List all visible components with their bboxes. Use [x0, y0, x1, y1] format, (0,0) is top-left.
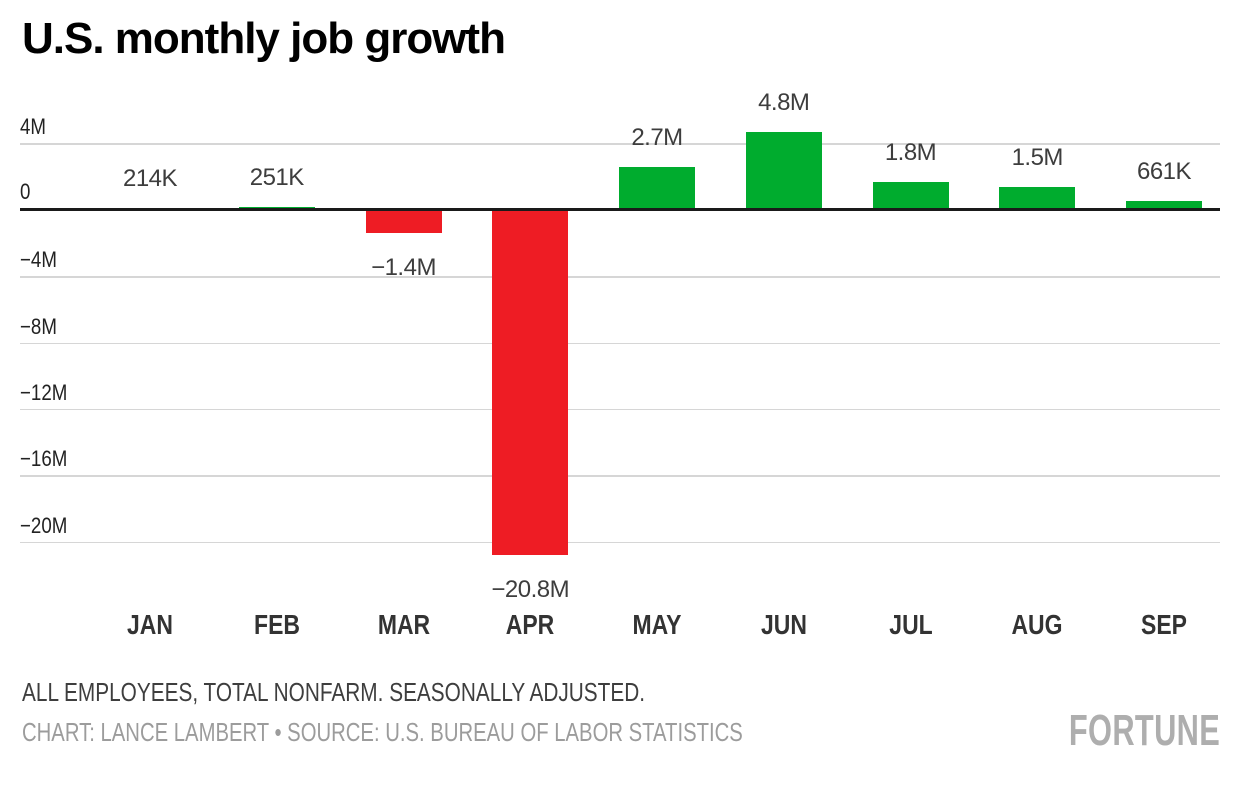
x-tick-feb: FEB — [253, 609, 300, 640]
fortune-logo: FORTUNE — [1068, 706, 1220, 755]
x-tick-may: MAY — [632, 609, 682, 640]
bar-aug — [999, 186, 1076, 212]
bar-mar — [365, 209, 442, 233]
gridline-12m — [20, 409, 1220, 411]
gridline-4m — [20, 143, 1220, 145]
value-label-jun: 4.8M — [758, 88, 810, 116]
x-tick-mar: MAR — [377, 609, 430, 640]
y-tick-4m: −4M — [20, 247, 57, 273]
chart-credit: CHART: LANCE LAMBERT • SOURCE: U.S. BURE… — [22, 717, 743, 747]
bar-may — [619, 166, 695, 212]
x-tick-sep: SEP — [1141, 609, 1187, 640]
y-tick-20m: −20M — [20, 512, 68, 538]
gridline-16m — [20, 475, 1220, 477]
x-tick-aug: AUG — [1011, 609, 1063, 640]
chart-note: ALL EMPLOYEES, TOTAL NONFARM. SEASONALLY… — [22, 677, 646, 707]
x-tick-jun: JUN — [760, 609, 807, 640]
value-label-jul: 1.8M — [884, 138, 937, 166]
gridline-8m — [20, 342, 1220, 344]
gridline-20m — [20, 541, 1220, 544]
bar-jul — [872, 181, 949, 212]
x-tick-jan: JAN — [127, 609, 173, 640]
y-tick-8m: −8M — [20, 313, 57, 339]
bar-apr — [492, 209, 569, 555]
axis-zero-line — [20, 208, 1220, 211]
value-label-apr: −20.8M — [491, 575, 570, 603]
value-label-feb: 251K — [249, 164, 305, 192]
value-label-aug: 1.5M — [1011, 143, 1064, 171]
value-label-jan: 214K — [122, 164, 178, 192]
x-tick-apr: APR — [506, 609, 555, 640]
value-label-may: 2.7M — [631, 123, 683, 151]
bar-jun — [745, 131, 822, 212]
x-tick-jul: JUL — [888, 609, 933, 640]
gridline-4m — [20, 276, 1220, 278]
value-label-sep: 661K — [1136, 157, 1192, 185]
y-tick-0: 0 — [20, 179, 31, 205]
y-tick-16m: −16M — [20, 446, 68, 472]
bar-sep — [1126, 200, 1202, 212]
y-tick-4m: 4M — [20, 114, 46, 140]
chart-title: U.S. monthly job growth — [22, 14, 506, 63]
y-tick-12m: −12M — [20, 380, 68, 406]
value-label-mar: −1.4M — [371, 253, 436, 281]
